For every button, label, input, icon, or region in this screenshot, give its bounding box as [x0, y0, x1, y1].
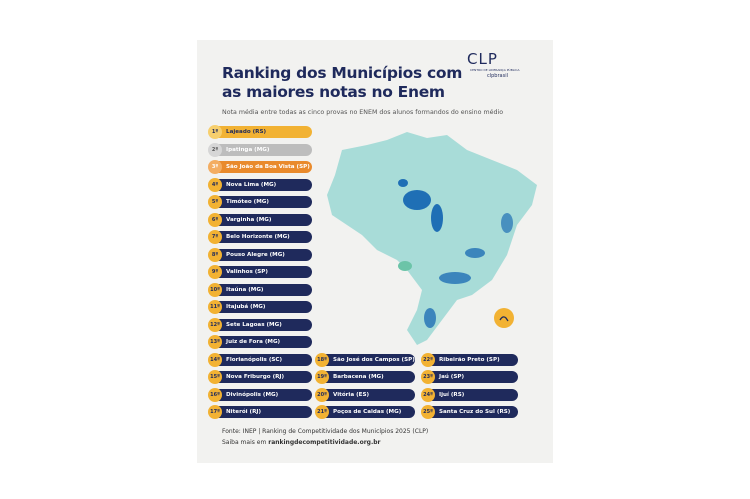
rank-badge: 1º [208, 125, 222, 139]
map-region [501, 213, 513, 233]
municipality-name: Barbacena (MG) [333, 374, 384, 380]
title: Ranking dos Municípios com [222, 64, 463, 82]
map-region [439, 272, 471, 284]
municipality-name: São José dos Campos (SP) [333, 356, 415, 363]
map-shape [327, 132, 537, 345]
ranking-item: 23º Jaú (SP) [421, 370, 518, 384]
ranking-item: 7º Belo Horizonte (MG) [208, 230, 312, 244]
municipality-name: Santa Cruz do Sul (RS) [439, 409, 511, 415]
rank-badge: 8º [208, 247, 222, 262]
map-region [431, 204, 443, 232]
municipality-name: Juiz de Fora (MG) [226, 339, 281, 345]
rank-badge: 6º [208, 212, 222, 227]
municipality-name: Vitória (ES) [333, 391, 370, 398]
ranking-item: 18º São José dos Campos (SP) [315, 352, 415, 367]
rank-badge: 12º [208, 317, 222, 332]
rank-badge: 3º [208, 160, 222, 174]
ranking-item: 17º Niterói (RJ) [208, 405, 312, 419]
ranking-item: 19º Barbacena (MG) [315, 370, 415, 384]
rank-badge: 2º [208, 142, 222, 157]
ranking-item: 24º Ijuí (RS) [421, 387, 518, 402]
municipality-name: Timóteo (MG) [226, 199, 269, 205]
map-region [398, 261, 412, 271]
ranking-item: 12º Sete Lagoas (MG) [208, 317, 312, 332]
rank-badge: 19º [315, 370, 329, 384]
ranking-item: 8º Pouso Alegre (MG) [208, 247, 312, 262]
municipality-name: Pouso Alegre (MG) [226, 251, 285, 258]
ranking-item: 25º Santa Cruz do Sul (RS) [421, 405, 518, 419]
title: as maiores notas no Enem [222, 83, 445, 101]
ranking-item: 20º Vitória (ES) [315, 387, 415, 402]
subtitle: Nota média entre todas as cinco provas n… [222, 109, 504, 116]
municipality-name: São João da Boa Vista (SP) [226, 164, 310, 170]
logo-social: clpbrasil [487, 73, 508, 79]
rank-badge: 20º [315, 387, 329, 402]
ranking-item: 9º Valinhos (SP) [208, 265, 312, 279]
ranking-item: 11º Itajubá (MG) [208, 300, 312, 314]
municipality-name: Valinhos (SP) [226, 269, 268, 275]
ranking-item: 21º Poços de Caldas (MG) [315, 405, 415, 419]
ranking-item: 22º Ribeirão Preto (SP) [421, 352, 518, 367]
municipality-name: Sete Lagoas (MG) [226, 321, 282, 328]
rank-badge: 17º [208, 405, 222, 419]
rank-badge: 21º [315, 405, 329, 419]
brazil-map [327, 132, 537, 345]
map-region [424, 308, 436, 328]
logo-brand: CLP [467, 50, 498, 68]
ranking-item: 14º Florianópolis (SC) [208, 352, 312, 367]
source: Fonte: INEP | Ranking de Competitividade… [222, 428, 429, 435]
municipality-name: Ribeirão Preto (SP) [439, 356, 500, 363]
ranking-item: 6º Varginha (MG) [208, 212, 312, 227]
ranking-item: 15º Nova Friburgo (RJ) [208, 370, 312, 384]
map-region [465, 248, 485, 258]
ranking-item: 13º Juiz de Fora (MG) [208, 335, 312, 349]
municipality-name: Ijuí (RS) [439, 391, 465, 398]
municipality-name: Lajeado (RS) [226, 129, 267, 135]
rank-badge: 23º [421, 370, 435, 384]
rank-badge: 5º [208, 195, 222, 209]
rank-badge: 11º [208, 300, 222, 314]
ranking-item: 2º Ipatinga (MG) [208, 142, 312, 157]
municipality-name: Florianópolis (SC) [226, 356, 283, 363]
rank-badge: 24º [421, 387, 435, 402]
rank-badge: 16º [208, 387, 222, 402]
rank-badge: 18º [315, 352, 329, 367]
municipality-name: Nova Lima (MG) [226, 181, 277, 188]
rank-badge: 4º [208, 177, 222, 192]
municipality-name: Itaúna (MG) [226, 286, 264, 293]
touch-icon [494, 308, 514, 328]
rank-badge: 7º [208, 230, 222, 244]
rank-badge: 25º [421, 405, 435, 419]
more-link[interactable]: rankingdecompetitividade.org.br [268, 439, 381, 446]
municipality-name: Itajubá (MG) [226, 304, 266, 310]
more-prefix: Saiba mais em [222, 439, 267, 446]
municipality-name: Belo Horizonte (MG) [226, 234, 290, 240]
rank-badge: 14º [208, 352, 222, 367]
more-info: Saiba mais em rankingdecompetitividade.o… [222, 439, 381, 446]
municipality-name: Nova Friburgo (RJ) [226, 374, 285, 380]
map-region [403, 190, 431, 210]
rank-badge: 9º [208, 265, 222, 279]
rank-badge: 10º [208, 282, 222, 297]
municipality-name: Niterói (RJ) [226, 409, 262, 415]
rank-badge: 15º [208, 370, 222, 384]
ranking-item: 10º Itaúna (MG) [208, 282, 312, 297]
map-region [398, 179, 408, 187]
ranking-item: 3º São João da Boa Vista (SP) [208, 160, 312, 174]
municipality-name: Varginha (MG) [226, 216, 272, 223]
municipality-name: Poços de Caldas (MG) [333, 409, 402, 415]
ranking-item: 5º Timóteo (MG) [208, 195, 312, 209]
logo-tagline: CENTRO DE LIDERANÇA PÚBLICA [470, 68, 520, 72]
ranking-item: 1º Lajeado (RS) [208, 125, 312, 139]
rank-badge: 22º [421, 352, 435, 367]
ranking-item: 4º Nova Lima (MG) [208, 177, 312, 192]
municipality-name: Ipatinga (MG) [226, 146, 270, 153]
infographic-card: CLP CENTRO DE LIDERANÇA PÚBLICA clpbrasi… [197, 40, 553, 463]
ranking-item: 16º Divinópolis (MG) [208, 387, 312, 402]
rank-badge: 13º [208, 335, 222, 349]
municipality-name: Jaú (SP) [439, 374, 465, 380]
municipality-name: Divinópolis (MG) [226, 391, 279, 398]
